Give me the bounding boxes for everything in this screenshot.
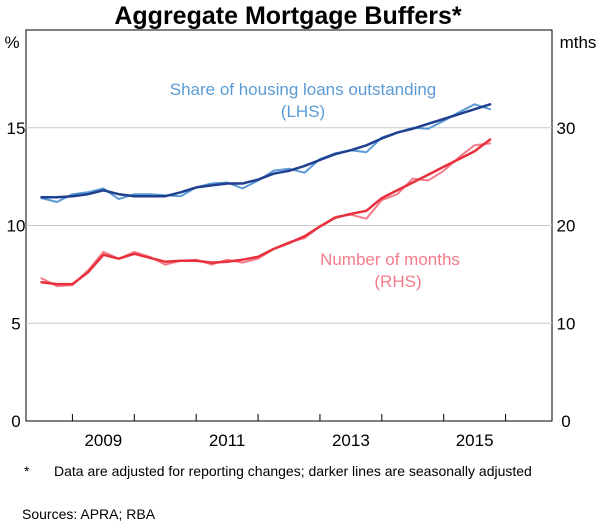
annotation-rhs-line1: Number of months	[320, 250, 460, 269]
chart-title: Aggregate Mortgage Buffers*	[114, 2, 462, 30]
annotation-lhs-line2: (LHS)	[281, 102, 325, 121]
x-axis-tick-labels: 2009 2011 2013 2015	[84, 431, 493, 450]
rhs-sa-line	[40, 138, 492, 286]
right-tick-label: 20	[557, 217, 576, 236]
chart: Aggregate Mortgage Buffers* % mths 0 5 10 1…	[4, 2, 597, 450]
right-tick-label: 10	[557, 314, 576, 333]
x-tick-label: 2009	[84, 431, 122, 450]
left-tick-label: 10	[7, 217, 26, 236]
footnote-text: Data are adjusted for reporting changes;…	[54, 463, 532, 479]
right-tick-label: 30	[557, 119, 576, 138]
annotation-lhs-line1: Share of housing loans outstanding	[170, 80, 437, 99]
right-axis-unit: mths	[560, 33, 597, 52]
lhs-sa-line	[40, 103, 492, 199]
series-lines	[40, 103, 492, 288]
x-tick-label: 2011	[209, 431, 246, 450]
x-axis-ticks	[71, 414, 507, 421]
left-axis-unit: %	[4, 33, 19, 52]
left-tick-label: 0	[11, 412, 20, 431]
left-axis-tick-labels: 0 5 10 15	[7, 119, 26, 431]
x-tick-label: 2013	[332, 431, 370, 450]
left-tick-label: 15	[7, 119, 26, 138]
sources: Sources: APRA; RBA	[22, 506, 156, 522]
left-tick-label: 5	[11, 314, 20, 333]
footnote-marker: *	[24, 463, 30, 479]
annotation-rhs-line2: (RHS)	[374, 272, 421, 291]
gridlines	[26, 127, 552, 324]
x-tick-label: 2015	[456, 431, 494, 450]
lhs-raw-line	[40, 103, 492, 203]
right-tick-label: 0	[561, 412, 570, 431]
right-axis-tick-labels: 0 10 20 30	[557, 119, 576, 431]
